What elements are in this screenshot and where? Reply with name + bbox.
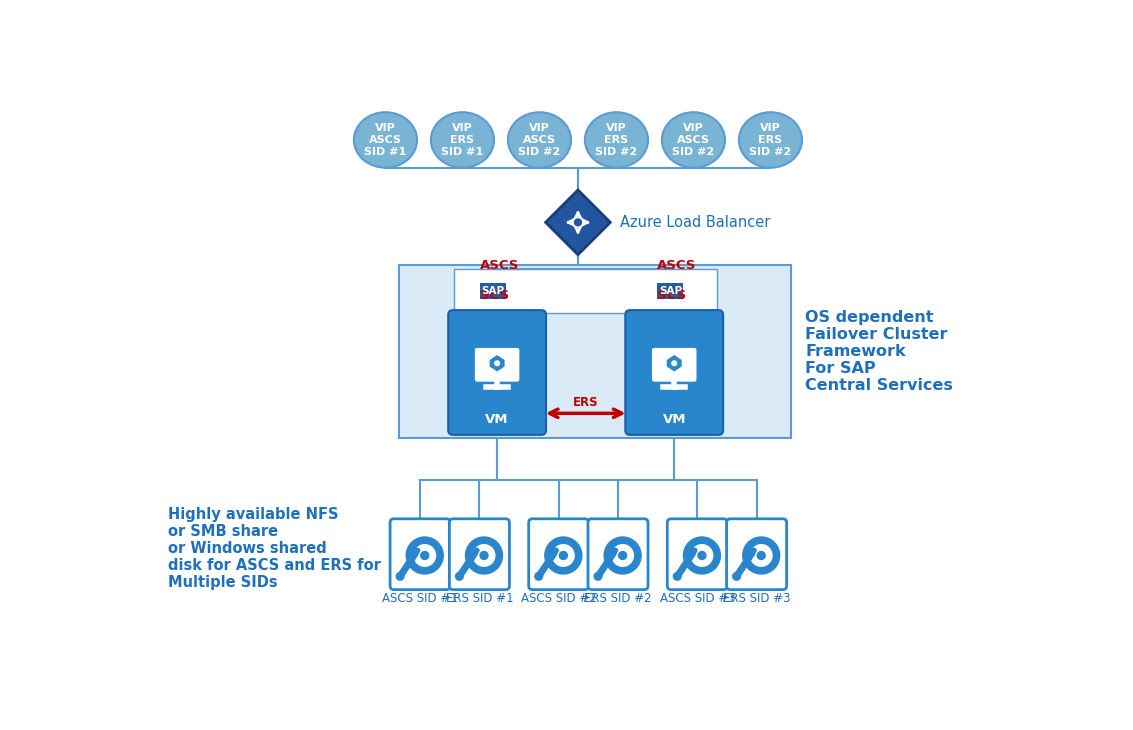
Ellipse shape	[662, 112, 725, 168]
Text: VIP: VIP	[529, 123, 550, 133]
Circle shape	[572, 217, 583, 228]
Text: ERS SID #3: ERS SID #3	[723, 592, 791, 605]
Text: SID #2: SID #2	[595, 147, 638, 157]
Text: Central Services: Central Services	[806, 377, 953, 393]
FancyBboxPatch shape	[657, 283, 683, 299]
Text: SCS: SCS	[480, 288, 510, 301]
Text: Multiple SIDs: Multiple SIDs	[168, 575, 278, 591]
Text: SAP: SAP	[482, 286, 505, 296]
FancyBboxPatch shape	[625, 310, 723, 435]
Circle shape	[397, 572, 404, 580]
Circle shape	[756, 550, 767, 561]
FancyBboxPatch shape	[450, 519, 510, 590]
FancyBboxPatch shape	[588, 519, 648, 590]
Text: VIP: VIP	[452, 123, 472, 133]
Text: SID #1: SID #1	[442, 147, 484, 157]
Ellipse shape	[585, 112, 648, 168]
Circle shape	[673, 572, 681, 580]
Text: ASCS: ASCS	[678, 135, 710, 145]
Circle shape	[594, 572, 602, 580]
Text: Highly available NFS: Highly available NFS	[168, 507, 338, 523]
Circle shape	[743, 537, 780, 574]
Circle shape	[612, 545, 633, 566]
Text: VIP: VIP	[760, 123, 781, 133]
Text: or Windows shared: or Windows shared	[168, 542, 326, 556]
Text: ASCS: ASCS	[369, 135, 402, 145]
Text: SAP: SAP	[658, 286, 682, 296]
Circle shape	[466, 537, 503, 574]
Circle shape	[672, 361, 676, 366]
Text: VM: VM	[485, 413, 509, 426]
FancyBboxPatch shape	[399, 265, 791, 438]
Circle shape	[535, 572, 543, 580]
Text: VIP: VIP	[683, 123, 704, 133]
Ellipse shape	[431, 112, 494, 168]
Text: ERS: ERS	[573, 396, 598, 410]
Text: ERS: ERS	[604, 135, 629, 145]
Text: ASCS: ASCS	[480, 259, 520, 272]
Circle shape	[691, 545, 713, 566]
Circle shape	[750, 545, 772, 566]
Text: SCS: SCS	[657, 288, 687, 301]
Ellipse shape	[508, 112, 571, 168]
Text: disk for ASCS and ERS for: disk for ASCS and ERS for	[168, 558, 381, 573]
FancyBboxPatch shape	[653, 349, 696, 381]
Circle shape	[553, 545, 574, 566]
Text: For SAP: For SAP	[806, 361, 876, 376]
Circle shape	[414, 545, 435, 566]
FancyBboxPatch shape	[476, 349, 519, 381]
Circle shape	[604, 537, 641, 574]
Text: ERS SID #2: ERS SID #2	[585, 592, 651, 605]
Circle shape	[495, 361, 500, 366]
Text: Failover Cluster: Failover Cluster	[806, 327, 947, 342]
Circle shape	[419, 550, 431, 561]
Text: Framework: Framework	[806, 344, 905, 359]
Ellipse shape	[353, 112, 417, 168]
FancyBboxPatch shape	[726, 519, 786, 590]
Circle shape	[697, 550, 707, 561]
Text: ERS: ERS	[451, 135, 475, 145]
Circle shape	[574, 219, 581, 226]
Text: Azure Load Balancer: Azure Load Balancer	[621, 215, 770, 230]
Polygon shape	[546, 190, 611, 255]
Text: SID #2: SID #2	[672, 147, 715, 157]
Text: ERS: ERS	[758, 135, 783, 145]
Text: VIP: VIP	[606, 123, 627, 133]
Text: VIP: VIP	[375, 123, 395, 133]
Text: SID #2: SID #2	[749, 147, 792, 157]
Circle shape	[545, 537, 582, 574]
Text: ASCS SID #1: ASCS SID #1	[382, 592, 458, 605]
Circle shape	[557, 550, 569, 561]
FancyBboxPatch shape	[480, 283, 506, 299]
Circle shape	[407, 537, 443, 574]
Circle shape	[733, 572, 741, 580]
FancyBboxPatch shape	[390, 519, 450, 590]
Text: ASCS SID #3: ASCS SID #3	[659, 592, 735, 605]
Text: OS dependent: OS dependent	[806, 310, 934, 325]
Circle shape	[683, 537, 721, 574]
Circle shape	[617, 550, 628, 561]
Circle shape	[474, 545, 495, 566]
Text: SID #1: SID #1	[365, 147, 407, 157]
FancyBboxPatch shape	[667, 519, 727, 590]
Text: ASCS: ASCS	[657, 259, 697, 272]
Polygon shape	[666, 354, 682, 372]
Ellipse shape	[739, 112, 802, 168]
Text: ASCS: ASCS	[523, 135, 556, 145]
Text: VM: VM	[663, 413, 685, 426]
Text: or SMB share: or SMB share	[168, 524, 278, 539]
Circle shape	[478, 550, 489, 561]
FancyBboxPatch shape	[454, 269, 717, 313]
Text: ERS SID #1: ERS SID #1	[445, 592, 513, 605]
Text: ASCS SID #2: ASCS SID #2	[521, 592, 597, 605]
FancyBboxPatch shape	[529, 519, 589, 590]
Text: SID #2: SID #2	[518, 147, 561, 157]
FancyBboxPatch shape	[449, 310, 546, 435]
Polygon shape	[488, 354, 505, 372]
Circle shape	[455, 572, 463, 580]
